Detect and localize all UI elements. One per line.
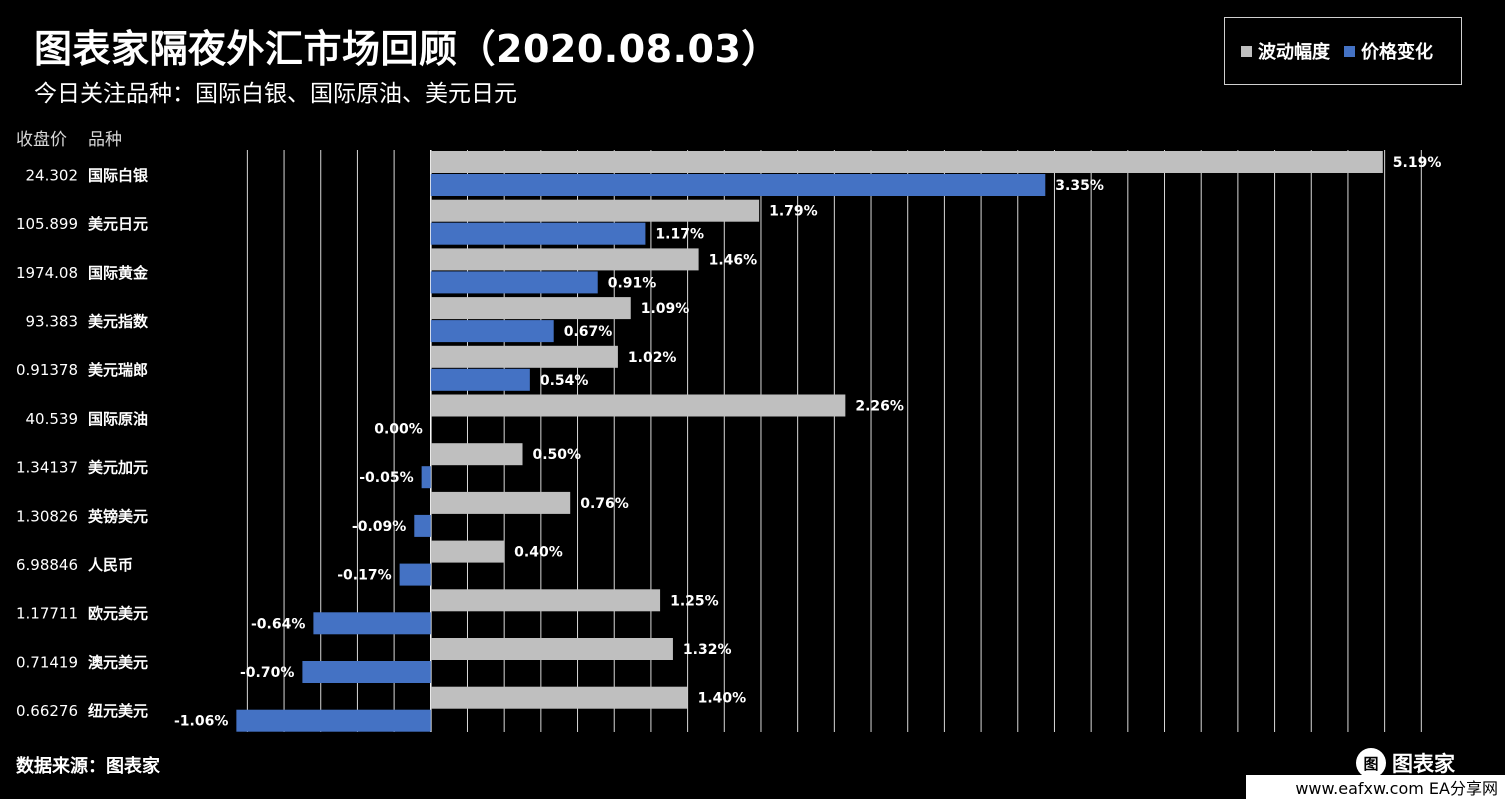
legend-item-change: 价格变化 bbox=[1344, 38, 1433, 64]
brand-logo-text: 图表家 bbox=[1392, 752, 1455, 776]
change-data-label: 0.67% bbox=[564, 324, 613, 340]
close-price-label: 1974.08 bbox=[16, 264, 78, 282]
instrument-header: 品种 bbox=[88, 130, 122, 150]
volatility-data-label: 0.76% bbox=[580, 496, 629, 512]
change-bar bbox=[430, 271, 598, 294]
legend-item-volatility: 波动幅度 bbox=[1241, 38, 1330, 64]
category-label: 国际原油 bbox=[88, 410, 148, 428]
change-bar bbox=[399, 563, 431, 586]
change-bar bbox=[430, 368, 530, 391]
close-price-label: 1.17711 bbox=[16, 605, 78, 623]
volatility-data-label: 0.50% bbox=[533, 447, 582, 463]
change-data-label: -0.70% bbox=[240, 665, 294, 681]
volatility-data-label: 1.40% bbox=[698, 691, 747, 707]
change-bar bbox=[313, 612, 431, 635]
data-source: 数据来源：图表家 bbox=[16, 756, 160, 777]
volatility-data-label: 5.19% bbox=[1393, 155, 1442, 171]
category-label: 英镑美元 bbox=[88, 507, 148, 525]
legend-swatch-volatility bbox=[1241, 45, 1252, 57]
category-label: 欧元美元 bbox=[88, 605, 148, 623]
close-price-label: 105.899 bbox=[16, 215, 78, 233]
volatility-data-label: 2.26% bbox=[855, 399, 904, 415]
change-data-label: 1.17% bbox=[655, 227, 704, 243]
volatility-data-label: 1.32% bbox=[683, 642, 732, 658]
volatility-bar bbox=[430, 248, 699, 271]
volatility-data-label: 1.25% bbox=[670, 593, 719, 609]
volatility-data-label: 1.79% bbox=[769, 204, 818, 220]
category-label: 美元瑞郎 bbox=[88, 361, 148, 379]
change-data-label: -0.09% bbox=[352, 519, 406, 535]
volatility-bar bbox=[430, 297, 631, 320]
volatility-data-label: 1.46% bbox=[709, 252, 758, 268]
close-price-label: 24.302 bbox=[26, 166, 79, 184]
watermark: www.eafxw.com EA分享网 bbox=[1246, 775, 1505, 799]
close-price-label: 93.383 bbox=[26, 312, 79, 330]
change-data-label: -0.17% bbox=[337, 568, 391, 584]
change-data-label: 0.91% bbox=[608, 275, 657, 291]
legend-swatch-change bbox=[1344, 45, 1355, 57]
close-price-label: 0.71419 bbox=[16, 653, 78, 671]
volatility-bar bbox=[430, 151, 1383, 173]
close-price-label: 1.30826 bbox=[16, 507, 78, 525]
category-label: 美元加元 bbox=[88, 459, 148, 477]
volatility-data-label: 1.09% bbox=[641, 301, 690, 317]
close-price-label: 6.98846 bbox=[16, 556, 78, 574]
volatility-bar bbox=[430, 491, 571, 514]
change-data-label: 3.35% bbox=[1055, 178, 1104, 194]
legend-label-volatility: 波动幅度 bbox=[1258, 42, 1330, 63]
volatility-data-label: 1.02% bbox=[628, 350, 677, 366]
change-bar bbox=[421, 466, 431, 489]
legend-label-change: 价格变化 bbox=[1361, 42, 1433, 63]
category-label: 国际黄金 bbox=[88, 264, 149, 282]
change-bar bbox=[236, 709, 431, 732]
page-title: 图表家隔夜外汇市场回顾（2020.08.03） bbox=[34, 27, 780, 71]
volatility-bar bbox=[430, 199, 760, 222]
brand-logo-icon: 图 bbox=[1356, 748, 1386, 778]
volatility-bar bbox=[430, 345, 618, 368]
category-label: 人民币 bbox=[88, 556, 133, 574]
change-bar bbox=[430, 320, 554, 343]
volatility-bar bbox=[430, 589, 661, 612]
close-price-label: 1.34137 bbox=[16, 459, 78, 477]
change-bar bbox=[414, 514, 431, 537]
volatility-bar bbox=[430, 638, 673, 660]
page-subtitle: 今日关注品种：国际白银、国际原油、美元日元 bbox=[34, 81, 517, 107]
change-data-label: -1.06% bbox=[174, 714, 228, 730]
change-bar bbox=[430, 174, 1046, 196]
volatility-bar bbox=[430, 686, 688, 709]
change-bar bbox=[430, 222, 646, 245]
volatility-data-label: 0.40% bbox=[514, 545, 563, 561]
category-label: 纽元美元 bbox=[88, 702, 148, 720]
category-label: 国际白银 bbox=[88, 166, 149, 184]
change-data-label: -0.64% bbox=[251, 616, 305, 632]
close-price-header: 收盘价 bbox=[16, 130, 67, 150]
change-data-label: -0.05% bbox=[359, 470, 413, 486]
change-data-label: 0.00% bbox=[374, 422, 423, 438]
volatility-bar bbox=[430, 394, 846, 417]
brand-logo: 图 图表家 bbox=[1356, 748, 1455, 778]
volatility-bar bbox=[430, 540, 505, 563]
category-label: 澳元美元 bbox=[88, 653, 148, 671]
volatility-bar bbox=[430, 443, 523, 466]
close-price-label: 0.91378 bbox=[16, 361, 78, 379]
close-price-label: 0.66276 bbox=[16, 702, 78, 720]
close-price-label: 40.539 bbox=[26, 410, 79, 428]
change-data-label: 0.54% bbox=[540, 373, 589, 389]
category-label: 美元指数 bbox=[88, 312, 149, 330]
chart-legend: 波动幅度 价格变化 bbox=[1224, 17, 1462, 85]
category-label: 美元日元 bbox=[88, 215, 148, 233]
change-bar bbox=[302, 661, 431, 683]
